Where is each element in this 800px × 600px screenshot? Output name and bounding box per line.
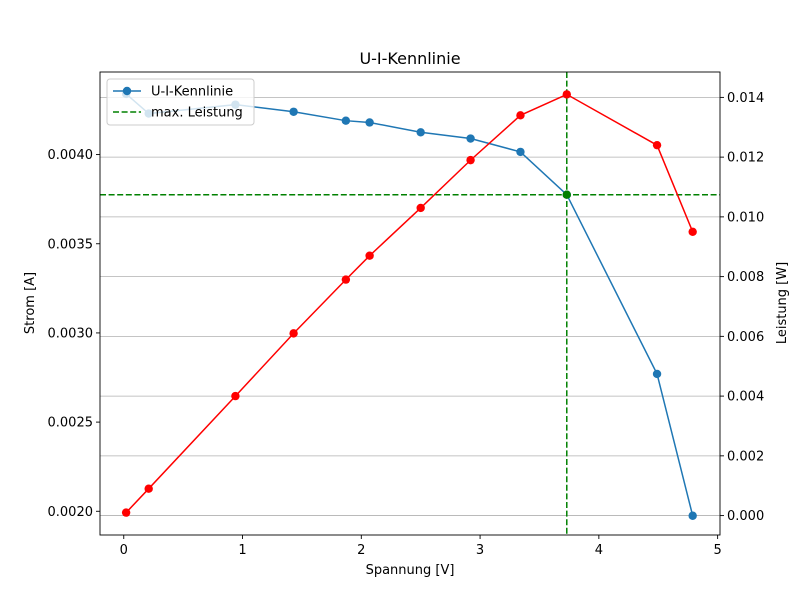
current-point [466, 134, 475, 143]
power-point [466, 155, 475, 165]
legend-label: U-I-Kennlinie [151, 85, 233, 100]
y-axis-label-right: Leistung [W] [775, 262, 790, 344]
legend-box [106, 78, 255, 126]
x-axis-label: Spannung [V] [366, 563, 455, 578]
y-tick-label: 0.0035 [48, 237, 94, 252]
y-tick-label: 0.0040 [48, 148, 94, 163]
current-point [652, 369, 662, 379]
legend-swatch-marker [122, 86, 132, 96]
power-point [341, 275, 351, 284]
power-point [144, 484, 153, 493]
power-point [652, 140, 662, 150]
power-point [365, 251, 374, 260]
y-tick-label: 0.0030 [48, 326, 94, 341]
y-right-tick-label: 0.010 [727, 210, 764, 225]
y-right-tick-label: 0.012 [727, 151, 764, 166]
power-point [416, 203, 425, 213]
current-point [289, 107, 298, 116]
power-series-line [125, 93, 694, 514]
power-point [121, 508, 131, 517]
x-tick-label: 2 [357, 543, 365, 558]
y-right-tick-label: 0.014 [727, 91, 764, 106]
power-point [562, 90, 571, 99]
x-tick-label: 5 [713, 543, 721, 558]
power-point [688, 227, 697, 237]
current-point [365, 118, 374, 127]
axes-frame [99, 71, 721, 536]
y-tick-label: 0.0025 [48, 416, 94, 431]
current-point [416, 128, 425, 137]
y-right-tick-label: 0.004 [727, 390, 764, 405]
x-tick-label: 0 [120, 543, 128, 558]
current-point [688, 511, 697, 520]
legend: U-I-Kennlinie max. Leistung [106, 78, 255, 126]
legend-label: max. Leistung [151, 106, 243, 121]
y-right-tick-label: 0.006 [727, 330, 764, 345]
y-tick-label: 0.0020 [48, 505, 94, 520]
plot-area: 0 1 2 3 4 5 0.0020 0.0025 0.0030 0.0035 0.0040 0.00… [48, 71, 764, 558]
x-tick-label: 3 [476, 543, 484, 558]
y-right-tick-label: 0.000 [727, 509, 764, 524]
x-tick-label: 1 [238, 543, 246, 558]
power-point [231, 391, 240, 401]
max-power-point [562, 190, 571, 199]
current-point [516, 147, 525, 157]
chart-title: U-I-Kennlinie [359, 49, 460, 68]
y-axis-label: Strom [A] [23, 272, 38, 334]
power-point [516, 111, 525, 120]
y-right-tick-label: 0.008 [727, 270, 764, 285]
current-point [341, 116, 351, 125]
x-tick-label: 4 [595, 543, 603, 558]
y-right-tick-label: 0.002 [727, 449, 764, 464]
power-point [289, 329, 298, 338]
